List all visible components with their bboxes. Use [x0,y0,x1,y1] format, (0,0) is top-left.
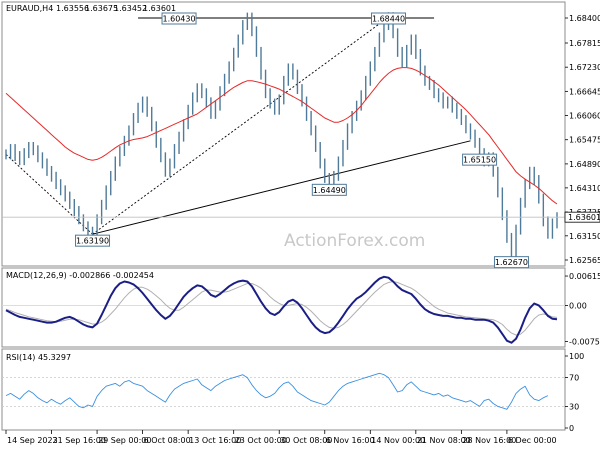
annotation-box [75,234,111,247]
price-tick-label: 1.66060 [569,112,600,121]
price-tick-label: 1.68400 [569,14,600,23]
price-panel-frame [1,1,566,267]
price-tick-label: 1.64310 [569,184,600,193]
price-series [5,12,558,261]
rsi-panel-title: RSI(14) 45.3297 [6,353,71,362]
annotation-box [462,153,498,166]
macd-panel-frame [1,267,566,348]
annotation-label: 1.63190 [76,237,109,246]
price-tick-label: 1.62565 [569,256,600,265]
rsi-tick-label: 0 [569,424,574,433]
macd-line [5,275,558,344]
price-tick-label: 1.65475 [569,136,600,145]
annotation-box [371,12,407,25]
x-tick-label: 6 Dec 00:00 [508,436,557,445]
price-tick-label: 1.66645 [569,87,600,96]
annotation-box [311,183,347,196]
rsi-tick-label: 30 [569,402,579,411]
macd-panel-title: MACD(12,26,9) -0.002866 -0.002454 [6,271,154,280]
annotation-label: 1.60430 [162,15,195,24]
price-tick-label: 1.67815 [569,39,600,48]
annotation-label: 1.64490 [313,186,346,195]
moving-average-series [5,67,558,205]
x-tick-label: 6 Nov 16:00 [326,436,375,445]
x-tick-label: 30 Oct 08:00 [280,436,332,445]
annotation-label: 1.68440 [372,15,405,24]
rsi-panel-frame [1,348,566,431]
x-tick-label: 23 Oct 00:00 [235,436,287,445]
moving-average-line [5,67,558,205]
annotation-label: 1.65150 [463,156,496,165]
price-tick-label: 1.63150 [569,232,600,241]
current-price-label: 1.63601 [568,213,600,222]
macd-tick-label: 0.00 [569,301,587,310]
price-tick-label: 1.64890 [569,160,600,169]
macd-series [5,275,558,344]
ohlc-open: 1.63556 [56,4,89,13]
x-tick-label: 21 Nov 08:00 [417,436,471,445]
ohlc-low: 1.63452 [114,4,147,13]
annotation-label: 1.62670 [495,258,528,267]
trend-line-support-trendline [92,140,471,235]
price-annotations: 1.60430 1.68440 1.64490 1.63190 1.65150 1.626… [75,12,529,269]
x-tick-label: 21 Sep 16:00 [53,436,106,445]
price-tick-label: 1.67230 [569,63,600,72]
x-tick-label: 14 Nov 00:00 [371,436,425,445]
ohlc-close: 1.63601 [143,4,176,13]
x-tick-label: 14 Sep 2023 [7,436,58,445]
ohlc-high: 1.63675 [85,4,118,13]
price-panel-title: EURAUD,H4 [6,4,53,13]
trend-line-rising-channel-upper [92,16,389,235]
current-price-box [564,211,600,223]
macd-tick-label: 0.006154 [569,272,600,281]
x-tick-label: 13 Oct 16:00 [189,436,241,445]
macd-tick-label: -0.007555 [569,337,600,346]
rsi-tick-label: 70 [569,374,579,383]
current-price-marker: 1.63601 [2,211,600,223]
x-tick-label: 6 Oct 08:00 [144,436,191,445]
annotation-box [493,256,529,269]
rsi-axis-ticks: 100 70 30 0 [565,352,584,433]
macd-axis-ticks: 0.006154 0.00 -0.007555 [565,272,600,346]
rsi-line [5,372,549,410]
rsi-tick-label: 100 [569,352,584,361]
rsi-series [5,372,549,410]
x-tick-label: 28 Nov 16:00 [462,436,516,445]
rsi-level-lines [2,377,565,407]
watermark: ActionForex.com [284,231,425,251]
annotation-box [161,12,197,25]
x-tick-label: 29 Sep 00:00 [98,436,151,445]
